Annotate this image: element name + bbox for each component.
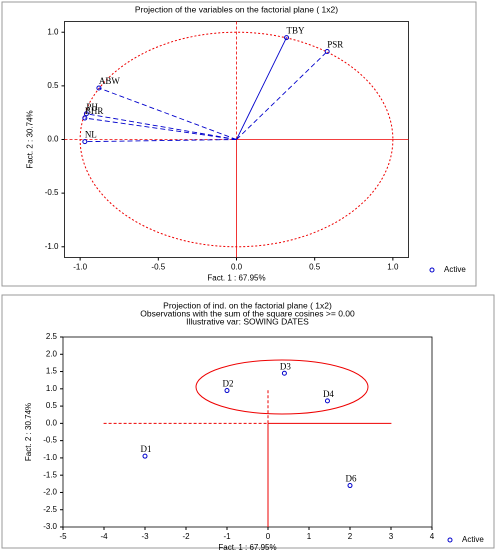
- correlation-circle: [79, 31, 394, 248]
- y-tick-label: 1.5: [46, 367, 58, 376]
- point: [82, 115, 88, 121]
- y-tick-label: -1.5: [43, 470, 57, 479]
- y-axis-label: Fact. 2 : 30.74%: [24, 403, 33, 461]
- x-tick-label: -4: [100, 532, 108, 541]
- x-tick-label: 0.5: [309, 263, 321, 272]
- x-tick-label: 0: [266, 532, 271, 541]
- y-tick-label: -3.0: [43, 522, 57, 531]
- x-tick-label: 1.0: [387, 263, 399, 272]
- point: [324, 49, 330, 55]
- x-axis-label: Fact. 1 : 67.95%: [207, 274, 265, 283]
- chart-title: Projection of ind. on the factorial plan…: [163, 300, 332, 310]
- legend-label: Active: [444, 265, 466, 274]
- point: [82, 139, 88, 145]
- point: [281, 370, 287, 376]
- vector: [84, 139, 237, 143]
- chart-title: Observations with the sum of the square …: [140, 308, 355, 318]
- x-tick-label: 4: [430, 532, 435, 541]
- y-tick-label: -0.5: [43, 436, 57, 445]
- x-tick-label: 3: [389, 532, 394, 541]
- y-tick-label: 1.0: [46, 384, 58, 393]
- y-tick-label: 2.5: [46, 332, 58, 341]
- y-tick-label: 0.5: [46, 401, 58, 410]
- point: [224, 388, 230, 394]
- y-tick-label: -1.0: [43, 453, 57, 462]
- point-label: PSR: [327, 40, 343, 50]
- point-label: TBY: [287, 26, 306, 36]
- panel-frame: [1, 294, 495, 549]
- chart-title: Illustrative var: SOWING DATES: [186, 316, 309, 326]
- point: [83, 111, 89, 117]
- y-tick-label: -2.5: [43, 505, 57, 514]
- point-label: BHR: [85, 106, 104, 116]
- y-tick-label: 0.0: [46, 418, 58, 427]
- x-tick-label: -3: [141, 532, 149, 541]
- point-label: NL: [85, 130, 97, 140]
- x-tick-label: 1: [307, 532, 312, 541]
- group-ellipse: [195, 359, 369, 415]
- vector: [98, 87, 237, 140]
- vector: [236, 51, 328, 140]
- x-tick-label: -5: [59, 532, 67, 541]
- point-label: D6: [346, 474, 357, 484]
- vector: [86, 113, 237, 140]
- point: [347, 483, 353, 489]
- vector: [236, 37, 287, 140]
- y-tick-label: 2.0: [46, 349, 58, 358]
- y-tick-label: 0.5: [47, 81, 59, 90]
- point-label: PH: [86, 102, 98, 112]
- vector: [84, 117, 237, 140]
- panel-frame: [1, 1, 477, 287]
- point-label: D4: [323, 389, 334, 399]
- legend-marker: [429, 267, 435, 273]
- point-label: D3: [280, 361, 291, 371]
- chart-title: Projection of the variables on the facto…: [135, 4, 338, 14]
- legend-marker: [447, 537, 453, 543]
- y-tick-label: -0.5: [45, 188, 59, 197]
- point: [324, 398, 330, 404]
- point-label: D1: [141, 444, 152, 454]
- y-axis-label: Fact. 2 : 30.74%: [26, 110, 35, 168]
- point-label: D2: [223, 379, 234, 389]
- x-axis-label: Fact. 1 : 67.95%: [218, 543, 276, 550]
- legend-label: Active: [462, 535, 484, 544]
- point-label: ABW: [99, 76, 121, 86]
- x-tick-label: -2: [182, 532, 190, 541]
- x-tick-label: 0.0: [231, 263, 243, 272]
- point: [142, 453, 148, 459]
- point: [284, 35, 290, 41]
- x-tick-label: -1: [223, 532, 231, 541]
- y-tick-label: 0.0: [47, 135, 59, 144]
- x-tick-label: -0.5: [151, 263, 165, 272]
- y-tick-label: -1.0: [45, 242, 59, 251]
- point: [96, 85, 102, 91]
- y-tick-label: 1.0: [47, 27, 59, 36]
- plot-area: [62, 336, 433, 528]
- x-tick-label: 2: [348, 532, 353, 541]
- x-tick-label: -1.0: [73, 263, 87, 272]
- y-tick-label: -2.0: [43, 488, 57, 497]
